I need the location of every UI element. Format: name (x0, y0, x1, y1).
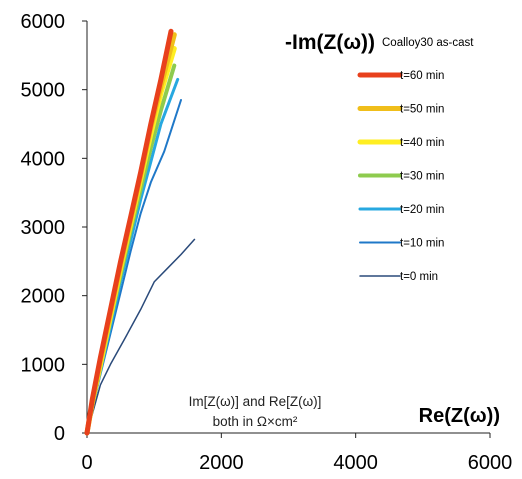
legend-label: t=20 min (400, 204, 444, 216)
x-tick-label: 4000 (333, 452, 378, 474)
series-line-t-0-min (86, 238, 196, 434)
legend-title: Coalloy30 as-cast (382, 37, 474, 49)
y-tick-label: 1000 (21, 354, 66, 376)
y-tick-label: 4000 (21, 148, 66, 170)
legend-label: t=10 min (400, 238, 444, 250)
legend-label: t=60 min (400, 70, 444, 82)
legend-label: t=30 min (400, 171, 444, 183)
units-annotation-line-1: Im[Z(ω)] and Re[Z(ω)] (189, 394, 322, 409)
series-line-t-20-min (85, 77, 180, 435)
units-annotation-line-2: both in Ω×cm² (213, 414, 298, 429)
legend-label: t=50 min (400, 104, 444, 116)
axes: 0 1000 2000 3000 4000 5000 6000 0 2000 4000 6000 (21, 11, 513, 474)
y-tick-label: 0 (54, 423, 65, 445)
y-tick-label: 2000 (21, 286, 66, 308)
legend-label: t=40 min (400, 137, 444, 149)
x-tick-label: 6000 (468, 452, 513, 474)
x-axis-label: Re(Z(ω)) (419, 405, 500, 427)
y-tick-label: 6000 (21, 11, 66, 33)
chart-title: -Im(Z(ω)) (285, 31, 375, 54)
series-lines (84, 28, 196, 436)
x-tick-label: 0 (81, 452, 92, 474)
series-line-t-60-min (84, 28, 174, 436)
legend: Coalloy30 as-cast t=60 min t=50 min t=40 mi… (357, 37, 474, 283)
y-tick-label: 3000 (21, 217, 66, 239)
y-tick-label: 5000 (21, 80, 66, 102)
legend-label: t=0 min (400, 271, 438, 283)
x-tick-label: 2000 (199, 452, 244, 474)
